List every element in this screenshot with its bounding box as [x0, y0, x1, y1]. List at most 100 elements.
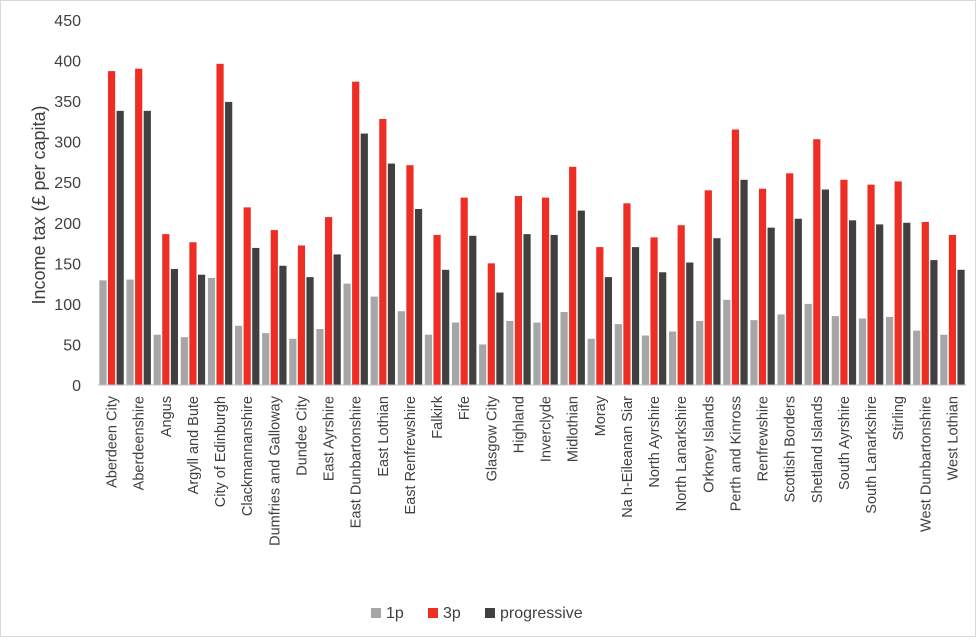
- bar-progressive-highland: [523, 234, 531, 385]
- x-tick-label: Argyll and Bute: [186, 396, 202, 494]
- bar-1p-renfrewshire: [750, 320, 758, 385]
- bar-progressive-south-ayrshire: [848, 220, 857, 385]
- y-tick-label: 200: [54, 216, 81, 233]
- y-axis-ticks: 0 50 100 150 200 250 300 350 400 450: [54, 13, 81, 395]
- x-tick-label: Aberdeenshire: [132, 396, 148, 490]
- bar-1p-north-lanarkshire: [668, 331, 677, 385]
- x-tick-label: Moray: [593, 395, 609, 436]
- bar-3p-north-ayrshire: [650, 237, 658, 385]
- bar-progressive-midlothian: [577, 210, 585, 385]
- bar-3p-east-renfrewshire: [406, 165, 414, 385]
- bar-progressive-dundee-city: [306, 277, 314, 385]
- x-tick-label: Midlothian: [566, 396, 582, 462]
- bar-3p-highland: [514, 196, 523, 385]
- x-tick-label: North Lanarkshire: [674, 396, 690, 511]
- bar-3p-na-h-eileanan-siar: [623, 203, 631, 385]
- x-tick-label: Na h-Eileanan Siar: [620, 396, 636, 518]
- bar-progressive-angus: [170, 269, 179, 385]
- legend-label-1p: 1p: [386, 605, 404, 622]
- bar-progressive-falkirk: [442, 269, 450, 385]
- bar-3p-falkirk: [433, 234, 441, 385]
- bar-3p-midlothian: [569, 166, 577, 385]
- x-tick-label: West Dunbartonshire: [918, 396, 934, 532]
- bar-1p-inverclyde: [533, 322, 541, 385]
- bar-3p-argyll-and-bute: [189, 242, 197, 385]
- bar-progressive-aberdeenshire: [143, 110, 151, 385]
- bar-3p-aberdeenshire: [135, 68, 143, 386]
- bar-progressive-west-lothian: [957, 269, 965, 385]
- x-tick-label: Inverclyde: [539, 396, 555, 462]
- bar-progressive-argyll-and-bute: [197, 274, 206, 385]
- legend-swatch-progressive: [485, 608, 495, 618]
- legend-label-progressive: progressive: [500, 605, 583, 622]
- legend-swatch-1p: [371, 608, 381, 618]
- y-tick-label: 50: [63, 337, 81, 354]
- bar-progressive-clackmannanshire: [252, 247, 260, 385]
- bar-1p-west-lothian: [940, 334, 948, 385]
- x-tick-label: North Ayrshire: [647, 396, 663, 488]
- bar-1p-na-h-eileanan-siar: [614, 324, 622, 385]
- bar-1p-north-ayrshire: [641, 335, 650, 385]
- bar-1p-shetland-islands: [804, 303, 812, 385]
- bar-1p-midlothian: [560, 312, 568, 385]
- bar-progressive-shetland-islands: [821, 189, 830, 385]
- x-tick-label: Dumfries and Galloway: [267, 395, 283, 546]
- bar-progressive-east-lothian: [387, 163, 396, 385]
- x-tick-label: East Ayrshire: [322, 396, 338, 481]
- bar-1p-aberdeenshire: [126, 279, 134, 385]
- y-tick-label: 450: [54, 13, 81, 30]
- bar-1p-dumfries-and-galloway: [262, 333, 270, 385]
- bar-1p-dundee-city: [289, 338, 297, 385]
- y-axis-label: Income tax (£ per capita): [29, 105, 49, 304]
- bar-progressive-dumfries-and-galloway: [279, 265, 287, 385]
- y-tick-label: 350: [54, 94, 81, 111]
- x-tick-label: East Dunbartonshire: [349, 396, 365, 528]
- bar-progressive-inverclyde: [550, 234, 558, 385]
- x-tick-label: City of Edinburgh: [213, 396, 229, 507]
- bar-3p-scottish-borders: [786, 173, 794, 385]
- bar-1p-moray: [587, 338, 595, 385]
- x-tick-label: East Lothian: [376, 396, 392, 477]
- bars: [99, 63, 965, 386]
- x-tick-label: Scottish Borders: [783, 396, 799, 502]
- x-tick-label: Shetland Islands: [810, 396, 826, 503]
- bar-3p-dundee-city: [297, 245, 306, 385]
- x-tick-label: Renfrewshire: [756, 396, 772, 481]
- bar-progressive-east-renfrewshire: [414, 208, 423, 385]
- bar-1p-argyll-and-bute: [180, 337, 188, 385]
- bar-3p-west-dunbartonshire: [921, 221, 929, 385]
- bar-1p-angus: [153, 334, 161, 385]
- y-tick-label: 150: [54, 256, 81, 273]
- bar-3p-south-lanarkshire: [867, 184, 875, 385]
- bar-1p-east-dunbartonshire: [343, 283, 351, 385]
- x-tick-label: South Ayrshire: [837, 396, 853, 490]
- x-tick-label: West Lothian: [945, 396, 961, 480]
- bar-3p-shetland-islands: [813, 139, 821, 385]
- x-tick-label: East Renfrewshire: [403, 396, 419, 514]
- y-tick-label: 400: [54, 54, 81, 71]
- x-tick-label: Fife: [457, 396, 473, 420]
- bar-3p-east-lothian: [379, 118, 387, 386]
- bar-progressive-renfrewshire: [767, 227, 775, 385]
- bar-3p-fife: [460, 197, 468, 385]
- bar-3p-north-lanarkshire: [677, 225, 685, 385]
- bar-1p-fife: [451, 322, 460, 385]
- x-axis-labels: Aberdeen City Aberdeenshire Angus Argyll an…: [105, 395, 962, 546]
- bar-progressive-scottish-borders: [794, 218, 802, 385]
- bar-progressive-orkney-islands: [713, 238, 721, 385]
- bar-3p-south-ayrshire: [840, 179, 848, 385]
- bar-3p-angus: [162, 234, 170, 385]
- x-tick-label: Orkney Islands: [701, 396, 717, 493]
- x-tick-label: Glasgow City: [484, 395, 500, 481]
- bar-1p-aberdeen-city: [99, 280, 107, 385]
- bar-3p-city-of-edinburgh: [216, 63, 224, 386]
- bar-progressive-fife: [469, 235, 477, 385]
- x-tick-label: South Lanarkshire: [864, 396, 880, 514]
- bar-1p-stirling: [885, 316, 894, 385]
- y-tick-label: 0: [72, 378, 81, 395]
- bar-1p-glasgow-city: [479, 344, 487, 385]
- legend-swatch-3p: [428, 608, 438, 618]
- x-tick-label: Angus: [159, 396, 175, 437]
- bar-progressive-east-ayrshire: [333, 254, 341, 385]
- bar-progressive-glasgow-city: [496, 292, 504, 385]
